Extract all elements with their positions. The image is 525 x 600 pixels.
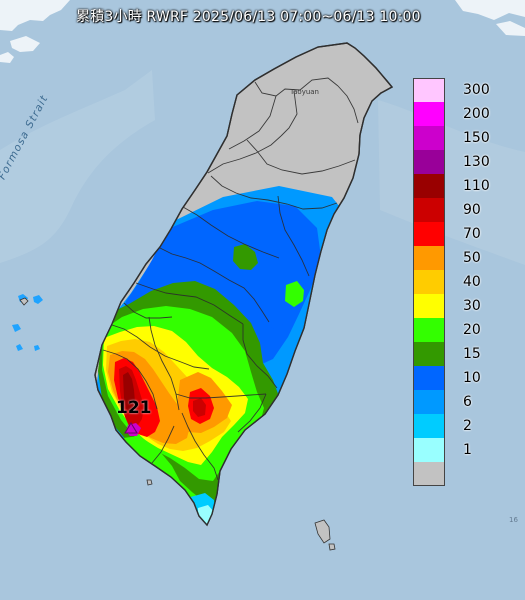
legend-row: 110 [413, 174, 509, 198]
legend-row: 40 [413, 270, 509, 294]
legend-swatch [413, 198, 445, 222]
legend-swatch [413, 438, 445, 462]
rainfall-overlay [96, 186, 350, 525]
legend-label: 2 [463, 418, 472, 434]
legend-swatch [413, 270, 445, 294]
legend-row: 200 [413, 102, 509, 126]
legend-label: 150 [463, 130, 490, 146]
legend-swatch [413, 126, 445, 150]
legend-label: 130 [463, 154, 490, 170]
cloud-fragments [0, 0, 525, 63]
legend-row: 15 [413, 342, 509, 366]
legend-row: 2 [413, 414, 509, 438]
sea-shading [0, 70, 155, 263]
legend-row: 20 [413, 318, 509, 342]
legend-swatch [413, 414, 445, 438]
legend-label: 300 [463, 82, 490, 98]
legend-label: 50 [463, 250, 481, 266]
legend-label: 20 [463, 322, 481, 338]
city-label-taoyuan: Taoyuan [290, 88, 319, 96]
maximum-marker-triangle [124, 421, 138, 434]
legend-swatch [413, 102, 445, 126]
legend-row: 50 [413, 246, 509, 270]
legend-row: 6 [413, 390, 509, 414]
legend-row: 70 [413, 222, 509, 246]
legend-swatch [413, 366, 445, 390]
legend-row: 90 [413, 198, 509, 222]
legend-row [413, 462, 509, 486]
legend-row: 300 [413, 78, 509, 102]
legend-label: 40 [463, 274, 481, 290]
legend-swatch [413, 222, 445, 246]
legend-swatch [413, 462, 445, 486]
legend-swatch [413, 78, 445, 102]
coastline [94, 42, 394, 527]
county-borders [102, 77, 359, 481]
offshore-rain-cells [12, 294, 43, 351]
legend-swatch [413, 342, 445, 366]
legend-label: 10 [463, 370, 481, 386]
legend-label: 110 [463, 178, 490, 194]
legend-label: 1 [463, 442, 472, 458]
legend-label: 90 [463, 202, 481, 218]
legend-row: 1 [413, 438, 509, 462]
legend-row: 10 [413, 366, 509, 390]
edge-note: 16 [509, 516, 518, 524]
legend-swatch [413, 390, 445, 414]
legend-swatch [413, 174, 445, 198]
maximum-value-label: 121 [116, 398, 152, 418]
legend-swatch [413, 294, 445, 318]
legend-row: 150 [413, 126, 509, 150]
legend-swatch [413, 150, 445, 174]
legend-label: 200 [463, 106, 490, 122]
legend-swatch [413, 318, 445, 342]
offshore-islands [19, 297, 336, 551]
legend-label: 15 [463, 346, 481, 362]
legend-swatch [413, 246, 445, 270]
map-title: 累積3小時 RWRF 2025/06/13 07:00~06/13 10:00 [76, 9, 421, 25]
legend-label: 30 [463, 298, 481, 314]
legend-label: 70 [463, 226, 481, 242]
legend-label: 6 [463, 394, 472, 410]
legend-row: 30 [413, 294, 509, 318]
legend-row: 130 [413, 150, 509, 174]
rainfall-legend: 300 200 150 130 110 90 70 50 [413, 78, 509, 486]
